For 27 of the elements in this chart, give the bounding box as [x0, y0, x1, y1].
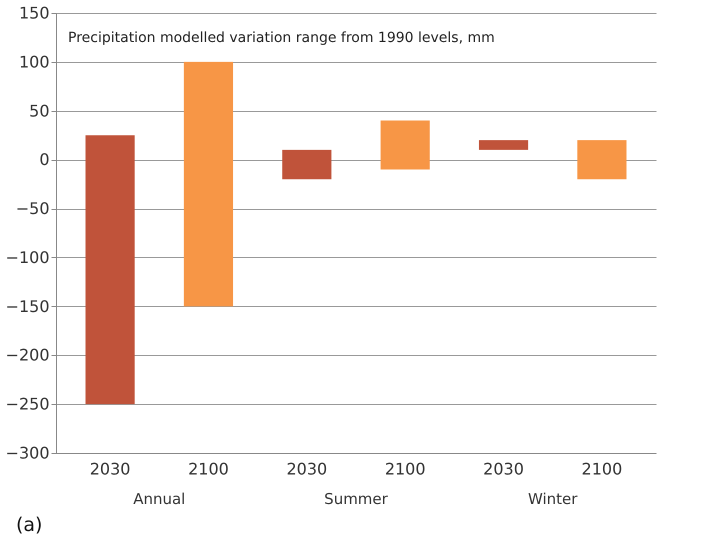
- text: Precipitation modelled variation range from 1990 levels, mm: [68, 30, 495, 46]
- text: Summer: [324, 490, 389, 508]
- x-tick-label: 2030: [483, 460, 524, 478]
- x-tick-label: 2100: [582, 460, 622, 478]
- y-tick-label: 100: [18, 52, 50, 72]
- y-tick-label: −250: [6, 394, 50, 414]
- text: (a): [16, 514, 42, 536]
- bar: [577, 140, 626, 180]
- text: Winter: [528, 490, 578, 508]
- y-tick-label: 150: [18, 4, 50, 22]
- y-tick-label: −150: [6, 296, 50, 316]
- bar: [478, 140, 528, 150]
- text: Annual: [133, 490, 186, 508]
- bar: [282, 150, 332, 180]
- x-tick-label: 2030: [286, 460, 328, 478]
- x-tick-label: 2100: [384, 460, 426, 478]
- y-tick-label: −300: [6, 444, 50, 462]
- y-tick-label: 0: [39, 150, 50, 170]
- bar: [380, 120, 430, 170]
- bar: [86, 135, 135, 404]
- y-tick-label: −200: [6, 346, 50, 365]
- y-tick-label: 50: [29, 101, 50, 120]
- x-tick-label: 2100: [188, 460, 229, 478]
- bar: [184, 62, 234, 306]
- y-tick-label: −100: [6, 248, 50, 267]
- y-tick-label: −50: [16, 199, 50, 218]
- x-tick-label: 2030: [90, 460, 130, 478]
